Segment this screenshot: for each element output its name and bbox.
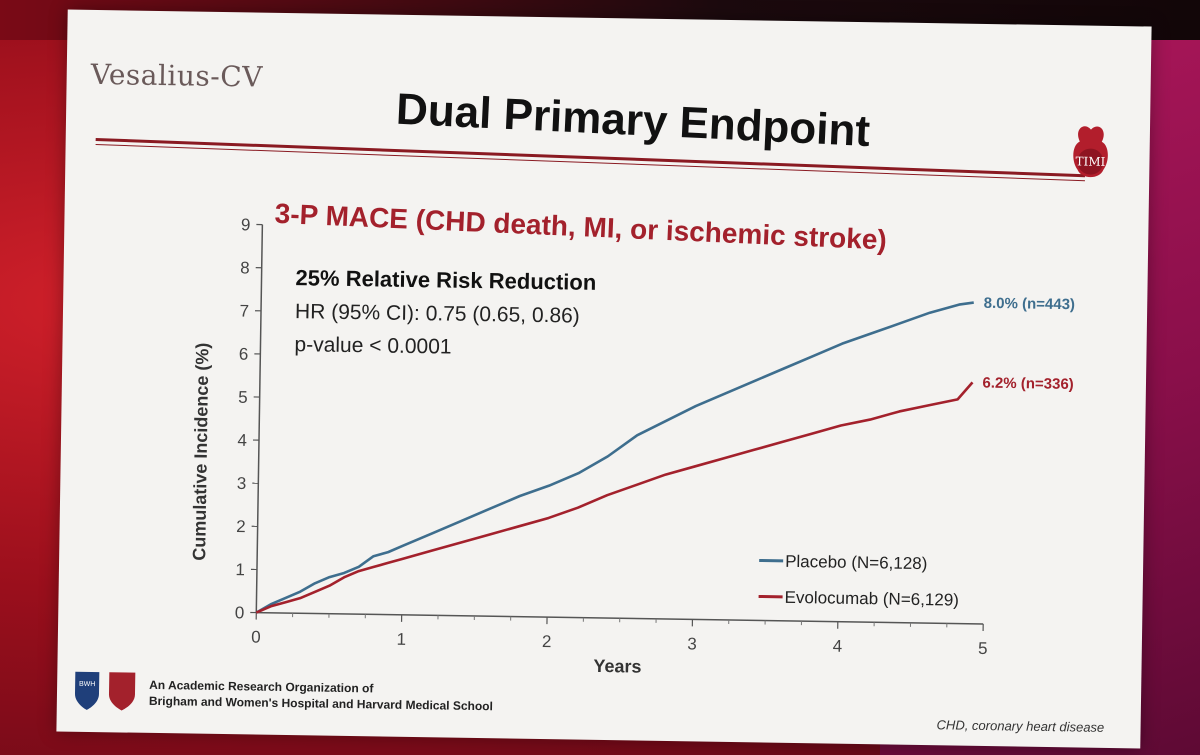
y-tick-label: 7 [239,301,249,320]
series-end-label: 8.0% (n=443) [984,295,1076,313]
timi-logo: TIMI [1073,126,1108,178]
chart-end-labels: 8.0% (n=443) 6.2% (n=336) [982,295,1075,393]
chart: 3-P MACE (CHD death, MI, or ischemic str… [189,198,1075,677]
legend-label: Evolocumab (N=6,129) [784,588,959,610]
y-axis-label: Cumulative Incidence (%) [189,343,212,561]
timi-logo-text: TIMI [1075,154,1105,168]
annotation-hr: HR (95% CI): 0.75 (0.65, 0.86) [295,300,580,327]
bwh-logo-text: BWH [79,681,95,688]
x-tick-label: 5 [978,639,988,658]
series-end-label: 6.2% (n=336) [982,375,1074,393]
y-tick-label: 1 [235,560,245,579]
series-line-evolocumab [255,381,974,614]
chart-ticks: 0 1 2 3 4 5 6 7 8 9 0 1 2 3 4 5 [235,215,988,658]
x-tick-label: 4 [833,637,843,656]
footnote: CHD, coronary heart disease [936,717,1105,735]
footer-logos: BWH [74,671,136,711]
y-tick-label: 3 [237,474,247,493]
y-tick-label: 9 [241,215,251,234]
y-tick-label: 6 [239,345,249,364]
x-tick-label: 1 [396,630,406,649]
series-line-placebo [255,301,974,614]
x-tick-label: 0 [251,627,261,646]
chart-series [255,301,974,614]
x-axis-label: Years [593,656,641,677]
y-tick-label: 2 [236,517,246,536]
x-tick-label: 3 [687,634,697,653]
legend-label: Placebo (N=6,128) [785,552,928,573]
x-tick-label: 2 [542,632,552,651]
y-axis-line [255,224,264,613]
y-tick-label: 4 [237,431,247,450]
slide: Vesalius-CV Dual Primary Endpoint TIMI 3… [56,9,1152,749]
chart-legend: Placebo (N=6,128) Evolocumab (N=6,129) [758,552,959,610]
y-tick-label: 0 [235,603,245,622]
y-tick-label: 5 [238,388,248,407]
chart-title: 3-P MACE (CHD death, MI, or ischemic str… [274,198,887,256]
annotation-headline: 25% Relative Risk Reduction [295,265,596,295]
annotation-p: p-value < 0.0001 [294,333,451,358]
y-tick-label: 8 [240,258,250,277]
footer-affiliation: An Academic Research Organization of Bri… [149,677,494,714]
